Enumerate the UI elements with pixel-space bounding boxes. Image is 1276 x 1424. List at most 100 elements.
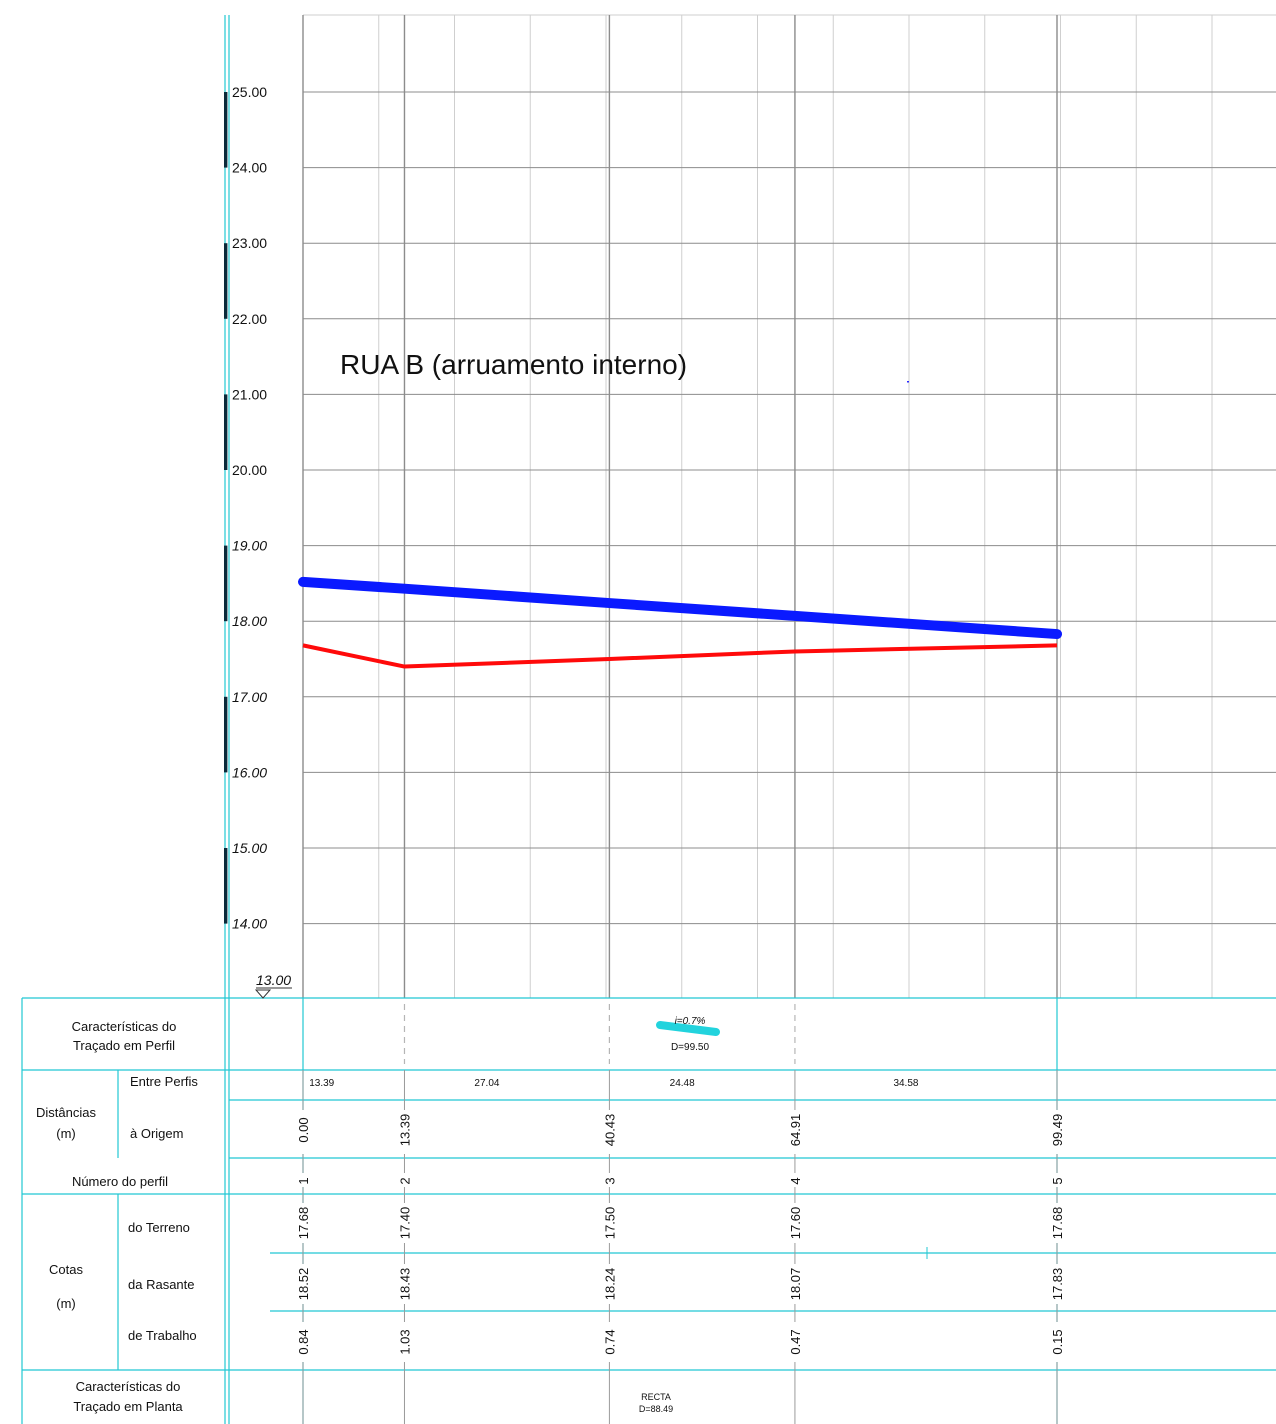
cota-rasante-value-bg xyxy=(603,1264,616,1304)
profile-title: RUA B (arruamento interno) xyxy=(340,349,687,380)
origem-value-bg xyxy=(788,1110,801,1154)
elevation-axis: 25.00 24.00 23.00 22.00 21.00 20.00 19.00 18.00… xyxy=(224,84,292,999)
grade-indicator-mark xyxy=(656,1021,720,1036)
cota-trabalho-value: 0.84 xyxy=(296,1329,311,1354)
planta-characteristics-label: Traçado em Planta xyxy=(73,1399,183,1414)
elevation-label: 20.00 xyxy=(232,462,267,478)
origem-value-bg xyxy=(297,1110,309,1154)
elevation-label: 14.00 xyxy=(232,916,267,932)
cota-rasante-value: 18.52 xyxy=(296,1268,311,1301)
elevation-label: 15.00 xyxy=(232,840,267,856)
numero-value-bg xyxy=(398,1173,411,1187)
numero-value-bg xyxy=(297,1173,309,1187)
cota-trabalho-value-bg xyxy=(1051,1322,1063,1362)
origem-value-bg xyxy=(603,1110,616,1154)
numero-value-bg xyxy=(603,1173,616,1187)
numero-perfil-value: 3 xyxy=(602,1177,617,1184)
planta-alignment-type: RECTA xyxy=(641,1392,671,1402)
numero-perfil-value: 4 xyxy=(788,1177,803,1184)
cotas-unit: (m) xyxy=(56,1296,76,1311)
numero-value-bg xyxy=(788,1173,801,1187)
cota-trabalho-value-bg xyxy=(297,1322,309,1362)
elevation-label: 25.00 xyxy=(232,84,267,100)
entre-perfis-value: 13.39 xyxy=(309,1078,334,1089)
terrain-line xyxy=(302,643,1058,669)
cota-terreno-value-bg xyxy=(1051,1203,1063,1243)
datum-triangle xyxy=(254,989,272,999)
elevation-scale-bar xyxy=(224,92,228,168)
origem-value: 64.91 xyxy=(788,1114,803,1147)
cota-terreno-value: 17.60 xyxy=(788,1207,803,1240)
origem-value: 99.49 xyxy=(1050,1114,1065,1147)
cota-terreno-value: 17.68 xyxy=(1050,1207,1065,1240)
perfil-characteristics-label: Traçado em Perfil xyxy=(73,1038,175,1053)
profile-distance: D=99.50 xyxy=(671,1042,710,1053)
cotas-label: Cotas xyxy=(49,1262,83,1277)
profile-lines xyxy=(298,576,1062,669)
cota-terreno-label: do Terreno xyxy=(128,1220,190,1235)
cota-trabalho-value: 1.03 xyxy=(397,1329,412,1354)
cota-terreno-value-bg xyxy=(788,1203,801,1243)
cota-trabalho-label: de Trabalho xyxy=(128,1328,197,1343)
entre-perfis-value: 27.04 xyxy=(474,1078,499,1089)
elevation-label: 16.00 xyxy=(232,764,267,780)
cota-rasante-value: 18.24 xyxy=(602,1268,617,1301)
cota-rasante-label: da Rasante xyxy=(128,1277,195,1292)
elevation-scale-bar xyxy=(224,848,228,924)
data-band-table: Características do Traçado em Perfil Distâ… xyxy=(36,1004,1065,1424)
elevation-label: 23.00 xyxy=(232,235,267,251)
elevation-label: 19.00 xyxy=(232,538,267,554)
entre-perfis-label: Entre Perfis xyxy=(130,1074,198,1089)
elevation-label: 22.00 xyxy=(232,311,267,327)
cota-terreno-value-bg xyxy=(603,1203,616,1243)
cota-trabalho-value: 0.74 xyxy=(602,1329,617,1354)
cota-rasante-value-bg xyxy=(788,1264,801,1304)
datum-label: 13.00 xyxy=(256,972,291,988)
cota-rasante-value-bg xyxy=(398,1264,411,1304)
cota-rasante-value: 18.07 xyxy=(788,1268,803,1301)
entre-perfis-value: 34.58 xyxy=(893,1078,918,1089)
elevation-scale-bar xyxy=(224,696,228,773)
cota-trabalho-value-bg xyxy=(788,1322,801,1362)
cota-trabalho-value: 0.15 xyxy=(1050,1329,1065,1354)
entre-perfis-value: 24.48 xyxy=(670,1078,695,1089)
cota-terreno-value-bg xyxy=(398,1203,411,1243)
cota-rasante-value-bg xyxy=(297,1264,309,1304)
cota-terreno-value: 17.50 xyxy=(602,1207,617,1240)
elevation-scale-bar xyxy=(224,243,228,319)
origem-value: 0.00 xyxy=(296,1117,311,1142)
numero-perfil-label: Número do perfil xyxy=(72,1174,168,1189)
stray-mark xyxy=(907,381,909,383)
elevation-label: 17.00 xyxy=(232,689,267,705)
origem-label: à Origem xyxy=(130,1126,183,1141)
planta-distance: D=88.49 xyxy=(639,1404,673,1414)
cota-rasante-value-bg xyxy=(1051,1264,1063,1304)
cota-trabalho-value: 0.47 xyxy=(788,1329,803,1354)
cota-trabalho-value-bg xyxy=(603,1322,616,1362)
origem-value: 13.39 xyxy=(397,1114,412,1147)
origem-value-bg xyxy=(1051,1110,1063,1154)
profile-grid xyxy=(302,14,1276,998)
drawing-frame xyxy=(21,15,1276,1424)
distancias-unit: (m) xyxy=(56,1126,76,1141)
numero-perfil-value: 5 xyxy=(1050,1177,1065,1184)
grade-line xyxy=(298,576,1062,640)
elevation-scale-bar xyxy=(224,545,228,622)
origem-value-bg xyxy=(398,1110,411,1154)
cota-terreno-value: 17.68 xyxy=(296,1207,311,1240)
cota-terreno-value-bg xyxy=(297,1203,309,1243)
planta-characteristics-label: Características do xyxy=(76,1379,181,1394)
elevation-label: 18.00 xyxy=(232,613,267,629)
cota-rasante-value: 18.43 xyxy=(397,1268,412,1301)
numero-value-bg xyxy=(1051,1173,1063,1187)
grade-percentage: i=0.7% xyxy=(675,1016,706,1027)
elevation-label: 24.00 xyxy=(232,160,267,176)
cota-terreno-value: 17.40 xyxy=(397,1207,412,1240)
elevation-label: 21.00 xyxy=(232,386,267,402)
cota-trabalho-value-bg xyxy=(398,1322,411,1362)
perfil-characteristics-label: Características do xyxy=(72,1019,177,1034)
distancias-label: Distâncias xyxy=(36,1105,96,1120)
numero-perfil-value: 2 xyxy=(397,1177,412,1184)
numero-perfil-value: 1 xyxy=(296,1177,311,1184)
